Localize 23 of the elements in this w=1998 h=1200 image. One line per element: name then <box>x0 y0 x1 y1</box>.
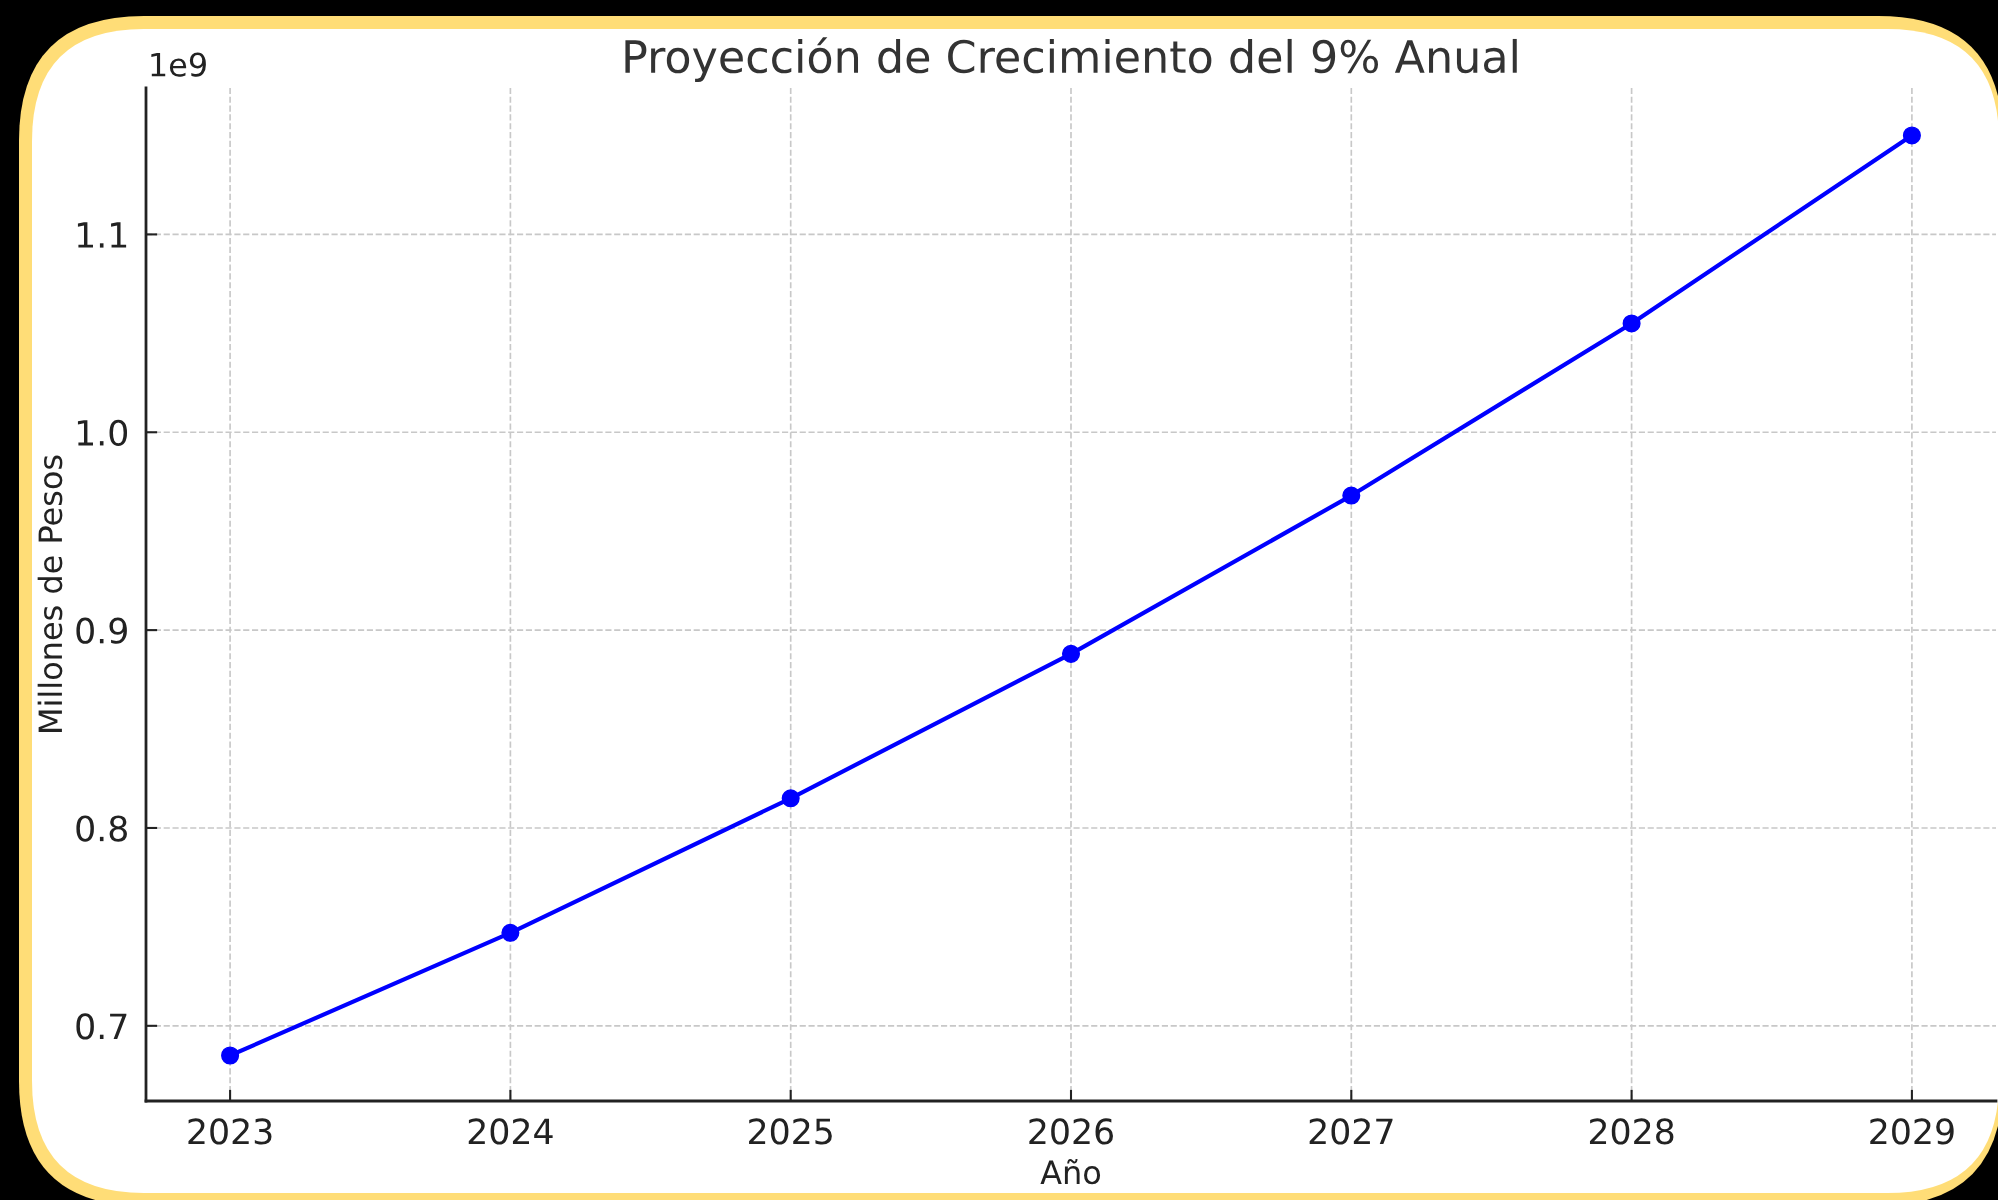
point <box>1622 314 1641 333</box>
x-tick-label: 2027 <box>1309 1118 1393 1145</box>
y-tick-label: 1.1 <box>77 222 127 248</box>
point <box>1061 644 1081 663</box>
x-axis-title: Año <box>1040 1159 1101 1185</box>
point <box>781 789 800 808</box>
point <box>501 923 520 942</box>
x-tick-label: 2029 <box>1870 1118 1954 1145</box>
x-tick-label: 2024 <box>468 1118 553 1145</box>
y-tick-label: 1.0 <box>77 419 128 446</box>
x-tick-label: 2025 <box>749 1118 832 1145</box>
y-axis-title: Millones de Pesos <box>37 455 63 732</box>
text: 1e9 <box>151 52 206 77</box>
point <box>221 1046 240 1065</box>
point <box>1902 126 1921 145</box>
y-tick-label: 0.8 <box>76 815 127 842</box>
x-tick-label: 2023 <box>188 1118 272 1145</box>
y-tick-label: 0.7 <box>76 1013 127 1040</box>
y-tick-label: 0.9 <box>76 617 127 644</box>
point <box>1342 486 1361 505</box>
x-tick-label: 2028 <box>1589 1118 1674 1145</box>
x-tick-label: 2026 <box>1029 1118 1113 1145</box>
chart-title: Proyección de Crecimiento del 9% Anual <box>625 37 1517 82</box>
